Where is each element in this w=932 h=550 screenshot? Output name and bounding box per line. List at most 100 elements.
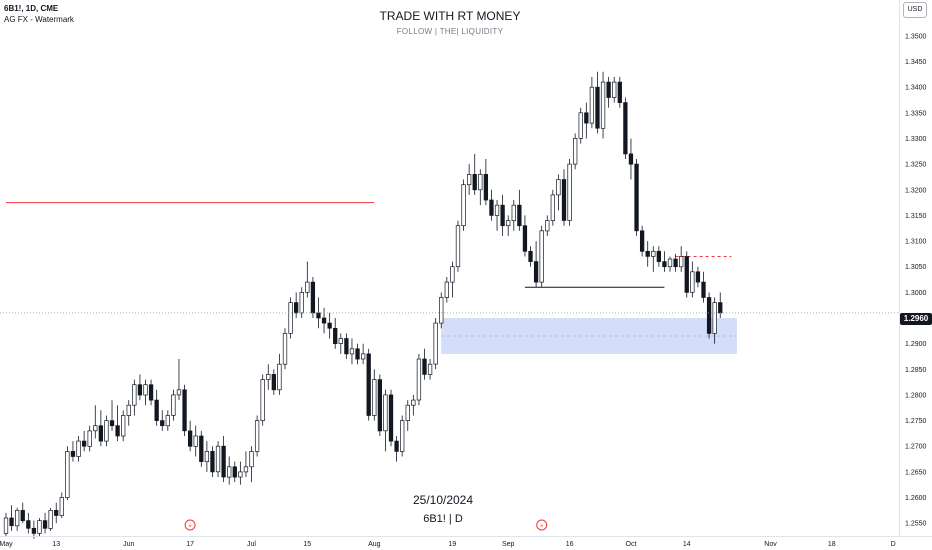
candle-body-up xyxy=(15,510,20,527)
annotation-zones xyxy=(441,318,737,354)
watermark-date: 25/10/2024 xyxy=(412,493,474,507)
candle xyxy=(578,107,583,144)
candle-body-down xyxy=(561,179,567,221)
candle-body-down xyxy=(422,358,427,375)
candle xyxy=(567,159,572,226)
candle-body-down xyxy=(137,384,143,396)
indicator-watermark-label[interactable]: AG FX - Watermark xyxy=(4,15,74,24)
candle xyxy=(109,400,115,431)
candle xyxy=(589,76,595,129)
candle-body-down xyxy=(115,425,120,437)
candle xyxy=(104,415,109,447)
watermark-subline: FOLLOW | THE| LIQUIDITY xyxy=(396,27,504,36)
price-tick-label: 1.2750 xyxy=(905,418,927,425)
candle xyxy=(506,215,511,236)
candle xyxy=(327,312,332,339)
candle-body-down xyxy=(639,230,645,252)
candle-body-down xyxy=(528,250,533,262)
candle-body-down xyxy=(718,302,723,314)
event-marker-icon[interactable]: » xyxy=(536,519,548,531)
candle xyxy=(160,410,165,431)
time-tick-label: Sep xyxy=(502,541,515,548)
candle xyxy=(98,410,104,447)
price-tick-label: 1.3500 xyxy=(905,33,927,40)
candle xyxy=(444,277,449,303)
candle-body-up xyxy=(712,302,717,334)
candle-body-down xyxy=(517,204,522,227)
annotation-lines xyxy=(6,202,732,288)
candle xyxy=(634,159,639,236)
candle xyxy=(338,333,343,354)
candle-body-up xyxy=(171,394,176,416)
currency-button[interactable]: USD xyxy=(903,2,927,18)
candle-body-up xyxy=(338,338,343,344)
candle xyxy=(266,364,271,390)
candle xyxy=(377,374,383,436)
candle-body-up xyxy=(104,420,109,442)
candle-body-down xyxy=(595,86,600,129)
candle-body-up xyxy=(360,353,366,360)
candle xyxy=(651,246,656,272)
candle-body-down xyxy=(187,430,193,447)
candle xyxy=(718,292,723,318)
candle-body-down xyxy=(98,425,104,442)
candle-body-down xyxy=(522,225,528,252)
candle xyxy=(483,159,489,206)
price-tick-label: 1.3250 xyxy=(905,162,927,169)
price-tick-label: 1.3350 xyxy=(905,110,927,117)
time-tick-label: 19 xyxy=(449,541,457,548)
candle xyxy=(121,410,126,442)
candle xyxy=(310,277,316,318)
candle xyxy=(333,318,338,349)
candle xyxy=(561,169,567,226)
candle-body-down xyxy=(394,440,399,452)
candle xyxy=(394,436,399,462)
candle-body-up xyxy=(455,225,461,268)
candle-body-down xyxy=(606,81,611,98)
candle xyxy=(193,425,198,457)
candle-body-down xyxy=(154,399,159,421)
candle xyxy=(679,246,684,272)
candle-body-down xyxy=(489,199,494,216)
candle xyxy=(472,153,477,195)
candle-body-up xyxy=(667,258,673,268)
candle xyxy=(623,97,628,159)
candle xyxy=(422,348,427,380)
candle xyxy=(93,405,98,439)
candle xyxy=(48,507,53,531)
candle-body-up xyxy=(349,348,355,355)
candle-body-up xyxy=(65,451,70,498)
candle xyxy=(277,353,282,395)
candle-body-up xyxy=(651,250,656,257)
price-tick-label: 1.3150 xyxy=(905,213,927,220)
candle-body-up xyxy=(215,445,221,473)
candle-body-up xyxy=(690,271,695,293)
price-tick-label: 1.2850 xyxy=(905,367,927,374)
candle xyxy=(249,446,254,483)
time-tick-label: 14 xyxy=(683,541,691,548)
candle xyxy=(416,353,422,406)
candle-body-down xyxy=(210,451,215,473)
candle-body-up xyxy=(76,440,81,457)
time-tick-label: 16 xyxy=(566,541,574,548)
candle-body-up xyxy=(37,520,42,534)
candle xyxy=(539,225,544,288)
candle-body-up xyxy=(578,112,583,139)
candle xyxy=(148,379,154,406)
candle-body-up xyxy=(87,430,92,447)
candle xyxy=(528,246,533,267)
candle xyxy=(282,328,288,370)
candle xyxy=(606,76,611,108)
candle-body-up xyxy=(461,184,466,227)
candle xyxy=(305,261,310,298)
event-marker-icon[interactable]: » xyxy=(184,519,196,531)
candle xyxy=(455,220,461,272)
price-axis-labels: 1.2550 1.2600 1.2650 1.2700 1.2750 1.2800 1.28… xyxy=(905,33,927,527)
candle-body-up xyxy=(288,302,293,334)
candle-body-down xyxy=(701,281,706,298)
symbol-info[interactable]: 6B1!, 1D, CME xyxy=(4,4,59,13)
candle xyxy=(684,251,689,298)
candle-body-down xyxy=(617,81,622,103)
candle xyxy=(695,266,701,288)
